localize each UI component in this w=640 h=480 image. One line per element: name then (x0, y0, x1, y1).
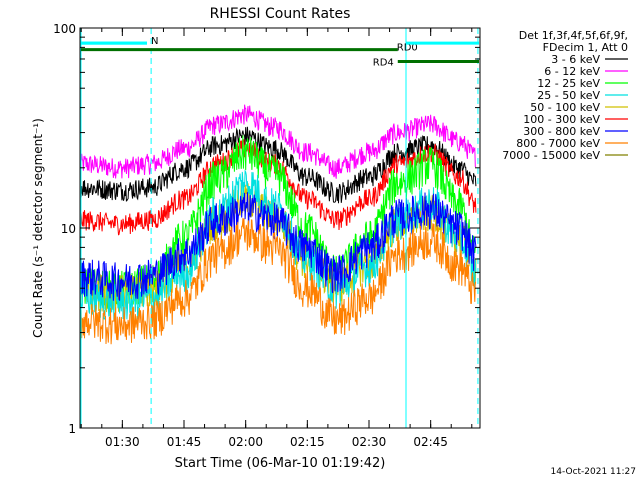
legend-label-4: 25 - 50 keV (537, 89, 600, 102)
legend-header-line-2: FDecim 1, Att 0 (543, 41, 628, 54)
chart-title: RHESSI Count Rates (210, 6, 351, 22)
axes: 1 10 100 01:30 01:45 02:00 02:15 02:30 02:45 (53, 22, 480, 449)
y-tick-label: 10 (61, 222, 76, 236)
legend-label-5: 50 - 100 keV (530, 101, 600, 114)
legend-label-1: 3 - 6 keV (551, 53, 600, 66)
x-tick-label: 01:30 (105, 435, 140, 449)
y-tick-label: 1 (68, 422, 76, 436)
annotation-label-n: N (151, 36, 158, 47)
legend-label-8: 800 - 7000 keV (516, 137, 600, 150)
annotation-label-rd0: RD0 (397, 43, 418, 54)
series-line-300-to-800keV (79, 192, 477, 301)
legend-label-3: 12 - 25 keV (537, 77, 600, 90)
legend: Det 1f,3f,4f,5f,6f,9f, FDecim 1, Att 0 3… (502, 29, 628, 162)
series-line-6-to-12keV (79, 104, 477, 179)
y-tick-label: 100 (53, 22, 76, 36)
footer-date: 14-Oct-2021 11:27 (551, 467, 636, 477)
legend-label-9: 7000 - 15000 keV (502, 149, 600, 162)
y-axis-label: Count Rate (s⁻¹ detector segment⁻¹) (31, 118, 45, 338)
annotation-label-rd4: RD4 (373, 57, 394, 68)
x-axis-label: Start Time (06-Mar-10 01:19:42) (175, 456, 386, 471)
series-line-3-to-6keV (79, 126, 477, 204)
legend-label-2: 6 - 12 keV (544, 65, 600, 78)
x-tick-label: 02:00 (228, 435, 263, 449)
x-tick-label: 02:30 (352, 435, 387, 449)
series-line-25-to-50keV (79, 169, 477, 322)
x-tick-label: 02:45 (413, 435, 448, 449)
series-line-800-to-7000keV (79, 218, 477, 345)
legend-label-6: 100 - 300 keV (523, 113, 600, 126)
legend-header-line-1: Det 1f,3f,4f,5f,6f,9f, (519, 29, 628, 42)
legend-label-7: 300 - 800 keV (523, 125, 600, 138)
x-tick-label: 01:45 (167, 435, 202, 449)
x-tick-label: 02:15 (290, 435, 325, 449)
